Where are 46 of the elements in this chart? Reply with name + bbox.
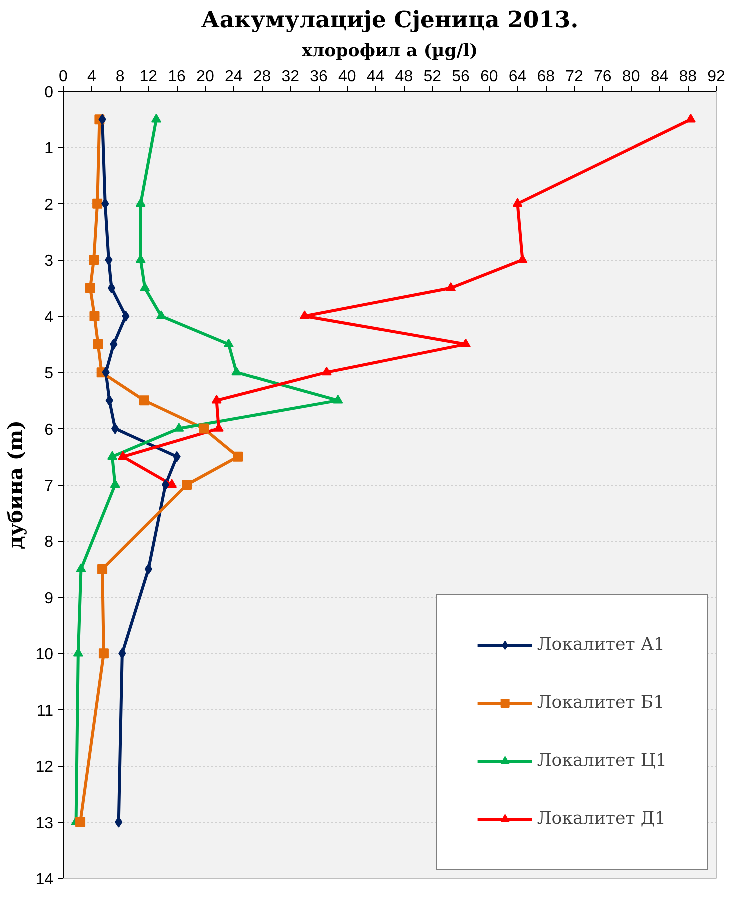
x-tick-label: 76 (594, 68, 612, 86)
x-tick-label: 84 (650, 68, 669, 86)
y-tick-label: 2 (44, 196, 54, 214)
y-tick-label: 9 (44, 590, 54, 608)
x-tick-label: 44 (366, 68, 385, 86)
x-tick-label: 20 (196, 68, 214, 86)
y-tick-label: 5 (44, 366, 54, 383)
x-tick-label: 88 (679, 68, 698, 86)
y-tick-label: 13 (36, 815, 54, 832)
x-tick-label: 60 (480, 68, 498, 86)
y-tick-label: 11 (36, 702, 54, 720)
x-axis-title: хлорофил а (µg/l) (302, 42, 478, 62)
y-tick-label: 8 (44, 534, 54, 552)
y-tick-label: 14 (36, 872, 54, 888)
y-tick-label: 1 (44, 140, 54, 158)
x-tick-label: 40 (338, 68, 356, 86)
legend-label: Локалитет Д1 (537, 809, 666, 829)
x-tick-label: 48 (395, 68, 414, 86)
y-tick-label: 12 (36, 759, 54, 776)
y-tick-label: 3 (44, 253, 54, 270)
x-tick-label: 24 (224, 68, 243, 86)
y-tick-label: 6 (44, 422, 54, 439)
x-tick-label: 52 (424, 68, 442, 86)
y-tick-label: 10 (36, 646, 54, 664)
x-tick-label: 28 (253, 68, 272, 86)
x-tick-label: 56 (452, 68, 470, 86)
x-tick-label: 92 (708, 68, 726, 86)
x-tick-label: 16 (168, 68, 186, 86)
legend-label: Локалитет А1 (537, 635, 666, 655)
chart-title: Аакумулације Сјеница 2013. (201, 8, 579, 34)
x-tick-label: 4 (87, 68, 96, 86)
y-tick-label: 0 (44, 84, 54, 102)
x-tick-label: 32 (282, 68, 300, 86)
x-tick-label: 12 (140, 68, 158, 86)
x-tick-label: 8 (116, 68, 125, 86)
y-axis-title: дубина (m) (4, 420, 28, 550)
x-tick-label: 68 (537, 68, 556, 86)
x-tick-label: 64 (508, 68, 527, 86)
x-tick-label: 72 (566, 68, 584, 86)
legend-label: Локалитет Ц1 (537, 751, 667, 771)
y-tick-label: 4 (44, 309, 54, 326)
x-tick-label: 80 (622, 68, 640, 86)
x-tick-label: 0 (59, 68, 68, 86)
x-tick-label: 36 (310, 68, 328, 86)
y-tick-label: 7 (44, 478, 54, 495)
legend-label: Локалитет Б1 (537, 693, 665, 713)
